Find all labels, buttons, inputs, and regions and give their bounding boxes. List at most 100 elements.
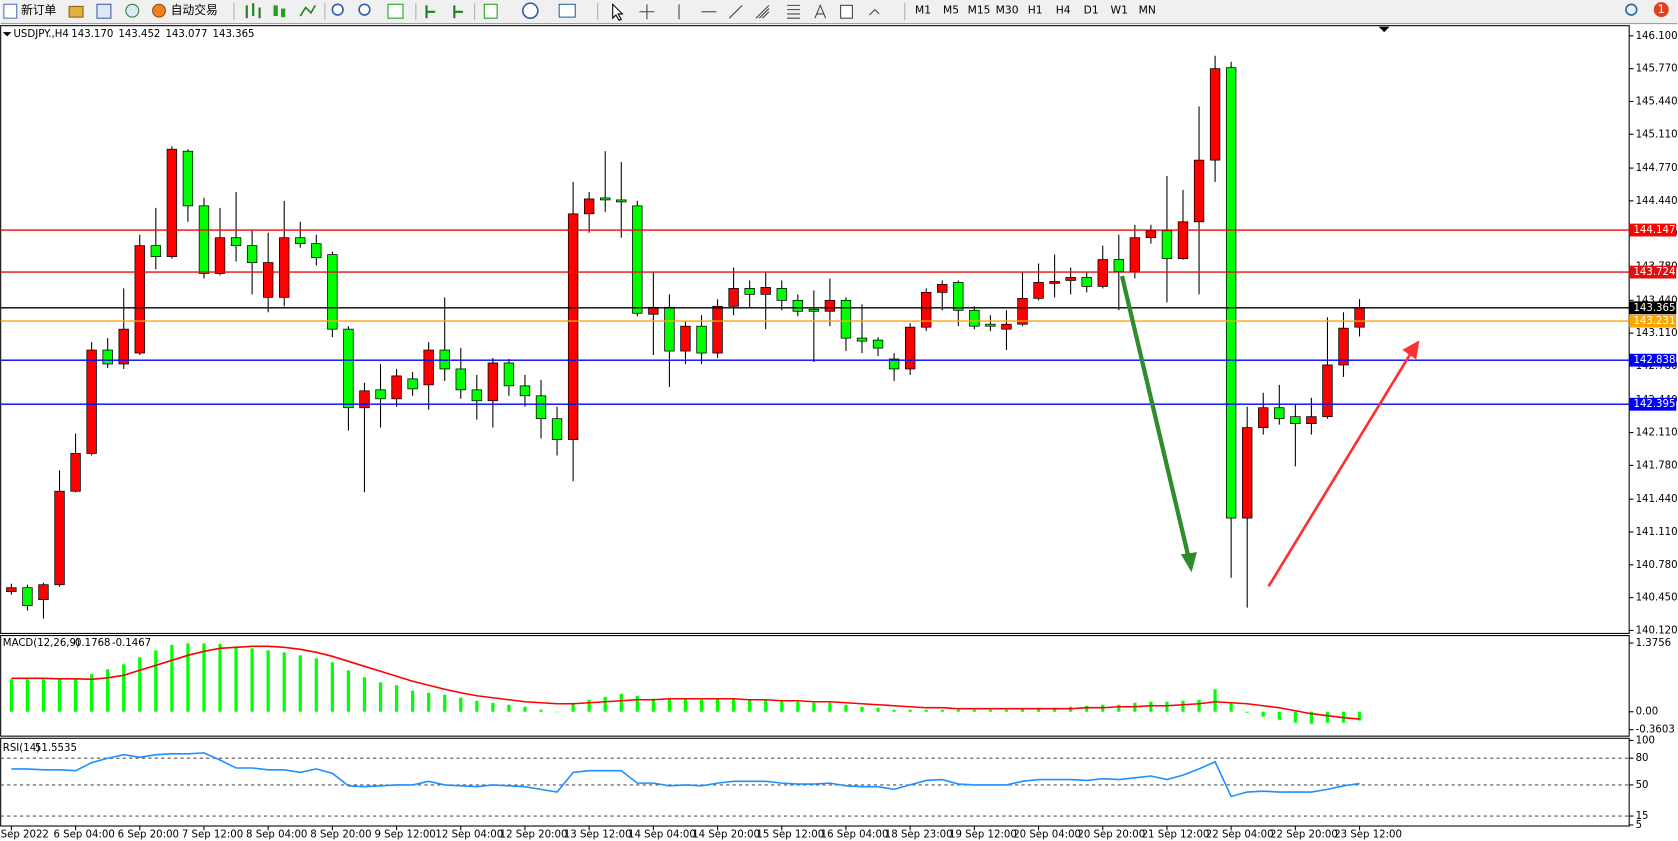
chart-area: 146.100 145.770 145.440 145.110 144.770 144.4… — [0, 25, 1678, 841]
y-tick-label: 145.440 — [1636, 96, 1678, 107]
text-tool[interactable] — [814, 3, 827, 19]
candle-tool[interactable] — [281, 8, 286, 18]
templates[interactable] — [558, 3, 576, 18]
crosshair-tool[interactable] — [639, 4, 655, 20]
macd-bar — [619, 693, 623, 712]
cursor-tool[interactable] — [612, 2, 624, 22]
y-tick-label: 141.110 — [1636, 527, 1678, 538]
indicators[interactable] — [483, 3, 498, 19]
candle-body — [969, 309, 980, 327]
candle-body — [1033, 282, 1044, 299]
channel-tool[interactable] — [755, 4, 770, 19]
y-tick-label: 144.440 — [1636, 196, 1678, 207]
candle-body — [921, 292, 932, 328]
search[interactable] — [1625, 3, 1638, 16]
period-button[interactable]: M1 — [915, 4, 931, 17]
periods[interactable] — [522, 2, 539, 19]
x-tick-label: 8 Sep 04:00 — [246, 830, 307, 841]
tool-icon[interactable] — [68, 5, 84, 18]
period-button[interactable]: H4 — [1056, 4, 1071, 17]
price-level-tag — [1629, 301, 1677, 315]
x-tick-label: 23 Sep 12:00 — [1334, 830, 1402, 841]
label-tool[interactable] — [840, 4, 853, 19]
candle-body — [6, 587, 17, 593]
candle-body — [54, 490, 65, 586]
macd-bar — [427, 692, 431, 712]
ohlc-label: 143.077 — [165, 29, 207, 40]
tool-icon[interactable] — [125, 3, 140, 18]
period-button[interactable]: W1 — [1111, 4, 1128, 17]
macd-bar — [25, 679, 30, 712]
candle-tool[interactable] — [273, 5, 278, 17]
macd-bar — [764, 699, 768, 712]
candle-body — [262, 262, 274, 298]
macd-bar — [250, 648, 254, 712]
macd-bar — [796, 701, 800, 712]
bar-chart-tool[interactable] — [245, 3, 261, 19]
price-level-tag — [1629, 265, 1677, 279]
period-button[interactable]: H1 — [1028, 4, 1043, 17]
price-level-label: 142.838 — [1633, 355, 1675, 366]
macd-bar — [732, 698, 736, 712]
candle-body — [327, 254, 338, 330]
price-level-label: 143.724 — [1633, 267, 1675, 278]
period-button[interactable]: M5 — [943, 4, 959, 17]
zoom-out[interactable] — [358, 3, 371, 16]
candle-body — [1274, 407, 1285, 420]
annotation-arrow-down — [1119, 275, 1191, 557]
period-button[interactable]: MN — [1139, 4, 1156, 17]
period-button[interactable]: D1 — [1084, 4, 1099, 17]
candle-body — [1258, 407, 1269, 428]
zoom-in[interactable] — [331, 3, 344, 16]
candle-body — [760, 287, 771, 295]
auto-trading-icon — [152, 3, 166, 18]
macd-bar — [41, 679, 46, 712]
x-tick-label: 14 Sep 20:00 — [692, 830, 760, 841]
price-level-tag — [1629, 223, 1677, 237]
macd-bar — [1117, 704, 1121, 712]
fibo-tool[interactable] — [787, 4, 800, 19]
y-tick-label: 50 — [1636, 780, 1649, 791]
macd-bar — [266, 650, 270, 712]
panel-frame — [0, 25, 1630, 634]
candle-body — [166, 148, 178, 257]
new-order-button[interactable]: 新订单 — [21, 3, 56, 17]
macd-bar — [346, 670, 351, 712]
notification-badge[interactable] — [1653, 2, 1669, 18]
candle-body — [439, 349, 450, 370]
candle-body — [391, 375, 402, 400]
line-chart-tool[interactable] — [299, 4, 316, 17]
candle-body — [38, 584, 49, 600]
auto-trading-button[interactable]: 自动交易 — [171, 3, 218, 17]
macd-bar — [411, 690, 415, 712]
tool-icon[interactable] — [96, 3, 112, 19]
macd-bar — [330, 662, 334, 712]
trendline-tool[interactable] — [728, 4, 743, 19]
tile-windows[interactable] — [387, 3, 404, 19]
candle-body — [953, 282, 964, 311]
candle-body — [567, 213, 579, 440]
macd-bar — [1036, 707, 1041, 712]
candle-body — [375, 389, 386, 400]
autoscroll[interactable] — [425, 5, 436, 19]
period-button[interactable]: M15 — [968, 4, 991, 17]
candle-body — [311, 243, 322, 258]
candle-body — [150, 245, 162, 257]
chart-shift[interactable] — [453, 5, 463, 19]
x-tick-label: 19 Sep 12:00 — [949, 830, 1017, 841]
arrows-tool[interactable] — [869, 8, 880, 16]
macd-bar — [892, 709, 896, 712]
period-button[interactable]: M30 — [996, 4, 1019, 17]
macd-bar — [876, 707, 880, 712]
macd-bar — [1357, 711, 1362, 721]
candle-body — [423, 349, 434, 386]
macd-bar — [828, 702, 832, 712]
macd-bar — [924, 709, 928, 712]
macd-bar — [844, 704, 848, 712]
candle-body — [1081, 277, 1092, 287]
macd-bar — [748, 699, 752, 712]
macd-bar — [699, 699, 704, 712]
macd-bar — [1197, 699, 1201, 712]
macd-bar — [715, 698, 720, 712]
